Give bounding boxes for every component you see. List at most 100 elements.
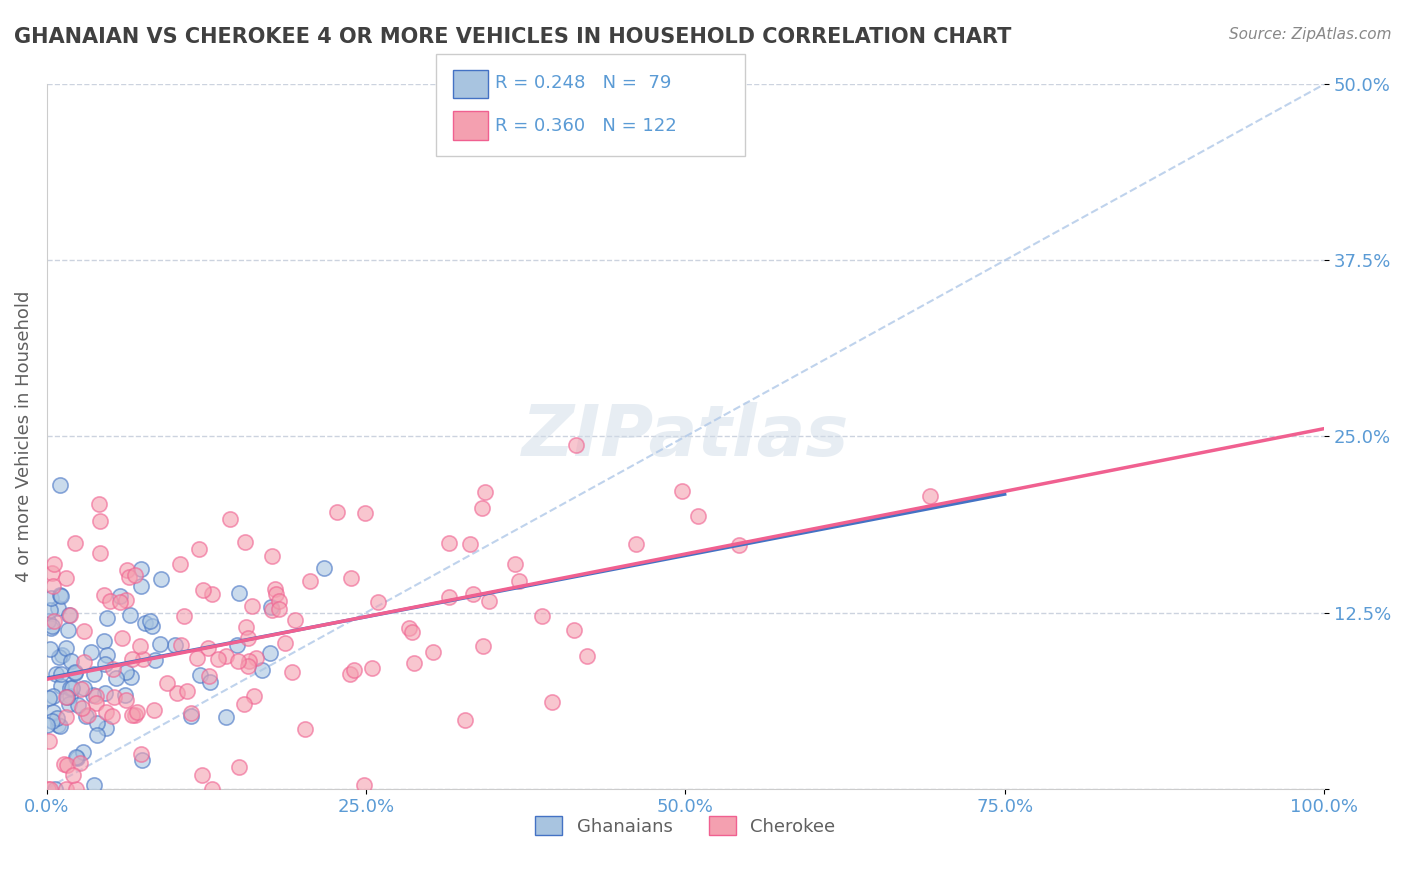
Cherokee (129, 640, 152, 654)
Ghanaians (139, 614, 162, 628)
Cherokee (176, 683, 198, 698)
Cherokee (115, 693, 138, 707)
Cherokee (59, 607, 82, 622)
Cherokee (342, 663, 364, 677)
Cherokee (564, 438, 586, 452)
Ghanaians (73, 681, 96, 696)
Ghanaians (225, 638, 247, 652)
Ghanaians (59, 654, 82, 668)
Legend: Ghanaians, Cherokee: Ghanaians, Cherokee (529, 809, 842, 843)
Cherokee (118, 570, 141, 584)
Cherokee (73, 624, 96, 638)
Cherokee (142, 703, 165, 717)
Cherokee (918, 489, 941, 503)
Ghanaians (58, 607, 80, 622)
Ghanaians (93, 634, 115, 648)
Cherokee (84, 696, 107, 710)
Cherokee (108, 594, 131, 608)
Cherokee (267, 602, 290, 616)
Cherokee (422, 644, 444, 658)
Cherokee (72, 656, 94, 670)
Cherokee (94, 705, 117, 719)
Cherokee (65, 535, 87, 549)
Cherokee (37, 781, 59, 796)
Cherokee (238, 654, 260, 668)
Ghanaians (60, 681, 83, 695)
Ghanaians (82, 688, 104, 702)
Ghanaians (39, 622, 62, 636)
Cherokee (339, 667, 361, 681)
Ghanaians (96, 648, 118, 662)
Cherokee (214, 648, 236, 663)
Ghanaians (143, 653, 166, 667)
Cherokee (235, 620, 257, 634)
Cherokee (242, 689, 264, 703)
Cherokee (458, 537, 481, 551)
Cherokee (474, 484, 496, 499)
Ghanaians (105, 671, 128, 685)
Cherokee (503, 557, 526, 571)
Cherokee (232, 697, 254, 711)
Cherokee (103, 690, 125, 704)
Cherokee (65, 781, 87, 796)
Cherokee (98, 594, 121, 608)
Cherokee (562, 623, 585, 637)
Ghanaians (49, 679, 72, 693)
Cherokee (354, 506, 377, 520)
Cherokee (353, 778, 375, 792)
Ghanaians (38, 690, 60, 705)
Cherokee (131, 652, 153, 666)
Cherokee (156, 676, 179, 690)
Cherokee (89, 545, 111, 559)
Cherokee (103, 662, 125, 676)
Ghanaians (59, 681, 82, 695)
Cherokee (44, 614, 66, 628)
Ghanaians (67, 698, 90, 712)
Cherokee (688, 509, 710, 524)
Cherokee (52, 756, 75, 771)
Cherokee (264, 587, 287, 601)
Cherokee (367, 595, 389, 609)
Ghanaians (58, 697, 80, 711)
Cherokee (207, 652, 229, 666)
Ghanaians (79, 645, 101, 659)
Ghanaians (63, 666, 86, 681)
Ghanaians (42, 706, 65, 720)
Cherokee (471, 500, 494, 515)
Cherokee (281, 665, 304, 679)
Cherokee (727, 538, 749, 552)
Ghanaians (45, 666, 67, 681)
Ghanaians (110, 589, 132, 603)
Ghanaians (39, 591, 62, 606)
Cherokee (121, 652, 143, 666)
Ghanaians (96, 611, 118, 625)
Cherokee (218, 512, 240, 526)
Text: ZIPatlas: ZIPatlas (522, 402, 849, 471)
Ghanaians (114, 665, 136, 679)
Cherokee (124, 568, 146, 582)
Cherokee (240, 599, 263, 613)
Cherokee (437, 590, 460, 604)
Ghanaians (49, 667, 72, 681)
Cherokee (260, 603, 283, 617)
Ghanaians (86, 716, 108, 731)
Ghanaians (149, 572, 172, 586)
Ghanaians (312, 560, 335, 574)
Ghanaians (165, 638, 187, 652)
Ghanaians (48, 649, 70, 664)
Ghanaians (134, 616, 156, 631)
Cherokee (42, 558, 65, 572)
Ghanaians (65, 665, 87, 680)
Cherokee (69, 681, 91, 696)
Ghanaians (198, 675, 221, 690)
Ghanaians (59, 689, 82, 703)
Cherokee (398, 622, 420, 636)
Ghanaians (120, 607, 142, 622)
Ghanaians (45, 711, 67, 725)
Ghanaians (55, 641, 77, 656)
Cherokee (169, 558, 191, 572)
Cherokee (38, 734, 60, 748)
Cherokee (41, 566, 63, 580)
Ghanaians (49, 588, 72, 602)
Cherokee (540, 695, 562, 709)
